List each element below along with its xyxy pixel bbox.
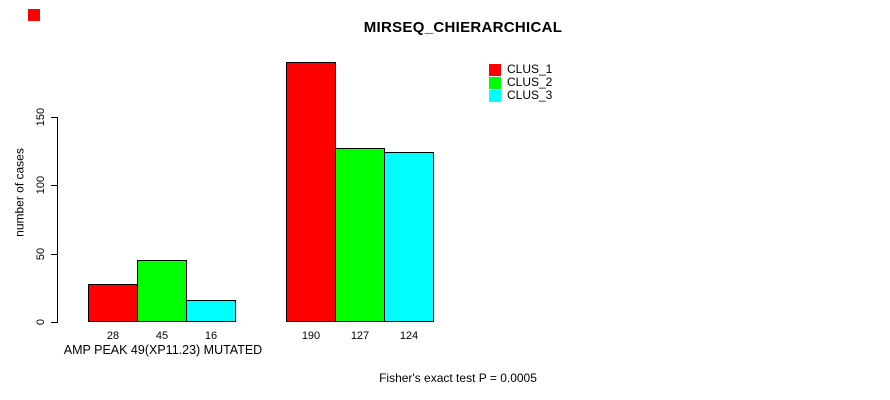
- y-tick-mark: [51, 117, 57, 118]
- y-tick-mark: [51, 254, 57, 255]
- bar-clus_1-group2: [286, 62, 336, 322]
- legend-label: CLUS_2: [507, 75, 553, 89]
- annotation-text: Fisher's exact test P = 0.0005: [379, 371, 537, 385]
- bar-clus_2-group1: [137, 260, 187, 322]
- chart-title: MIRSEQ_CHIERARCHICAL: [363, 19, 563, 36]
- legend-swatch-icon: [489, 76, 501, 89]
- legend-label: CLUS_3: [507, 88, 553, 102]
- legend-swatch-icon: [489, 63, 501, 76]
- bar-value-label: 127: [350, 330, 370, 342]
- bar-clus_2-group2: [335, 148, 385, 322]
- bar-value-label: 190: [301, 330, 321, 342]
- bar-value-label: 124: [399, 330, 419, 342]
- y-tick-label: 0: [35, 318, 47, 326]
- legend-row-clus_1: CLUS_1: [489, 63, 552, 76]
- legend: CLUS_1 CLUS_2 CLUS_3: [489, 63, 552, 102]
- significance-marker-icon: [28, 9, 40, 21]
- y-axis-label: number of cases: [12, 148, 27, 237]
- bar-value-label: 16: [204, 330, 218, 342]
- y-tick-label: 150: [35, 107, 47, 127]
- bar-value-label: 28: [106, 330, 120, 342]
- legend-row-clus_3: CLUS_3: [489, 89, 552, 102]
- y-tick-label: 100: [35, 175, 47, 195]
- legend-row-clus_2: CLUS_2: [489, 76, 552, 89]
- bar-value-label: 45: [155, 330, 169, 342]
- legend-swatch-icon: [489, 89, 501, 102]
- bar-clus_1-group1: [88, 284, 138, 322]
- legend-label: CLUS_1: [507, 62, 553, 76]
- y-tick-label: 50: [35, 247, 47, 261]
- bar-clus_3-group2: [384, 152, 434, 322]
- group-label: AMP PEAK 49(XP11.23) MUTATED: [63, 343, 263, 357]
- y-axis-line: [57, 117, 58, 323]
- bar-clus_3-group1: [186, 300, 236, 322]
- y-tick-mark: [51, 185, 57, 186]
- y-tick-mark: [51, 322, 57, 323]
